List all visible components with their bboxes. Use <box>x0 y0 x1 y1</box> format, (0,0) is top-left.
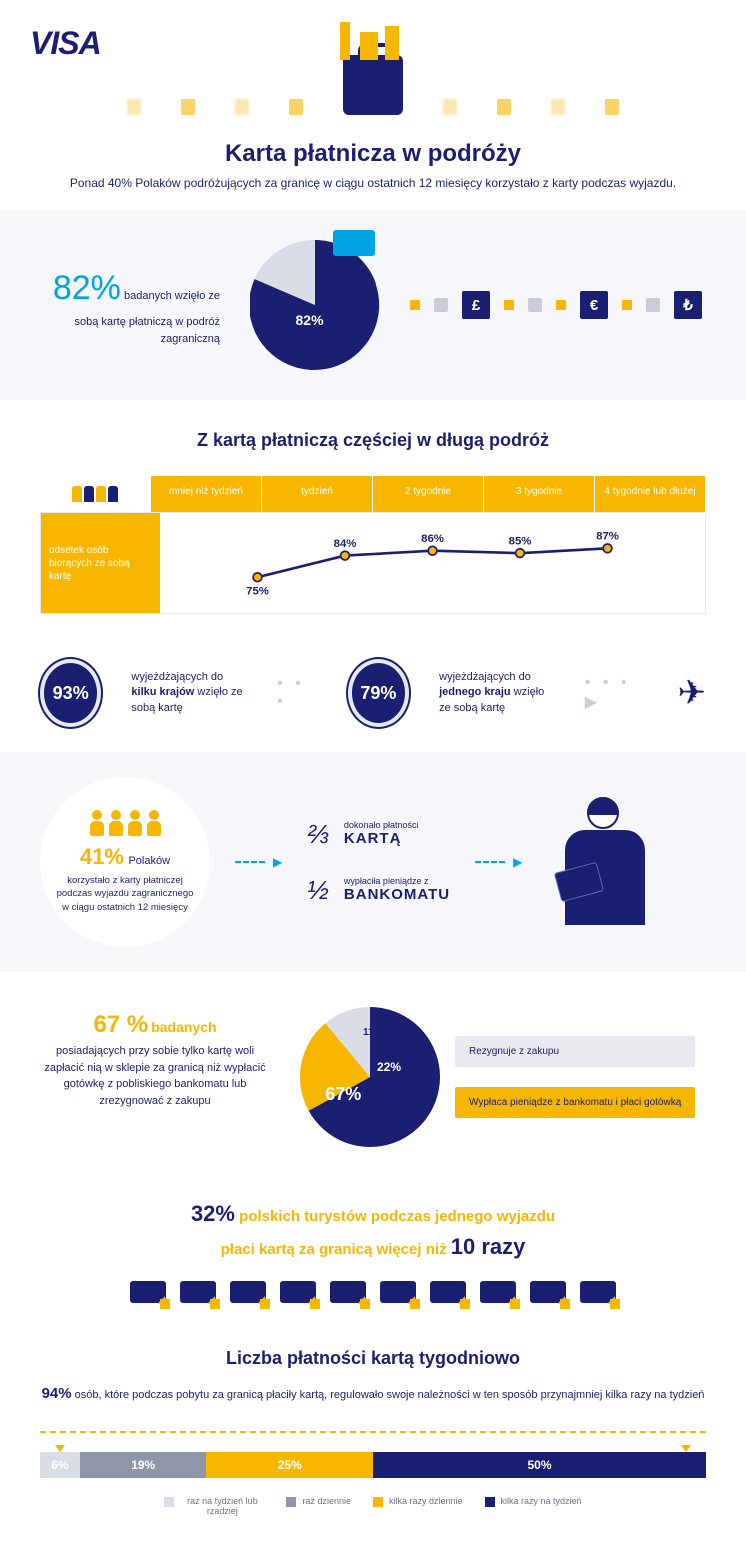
dots-icon: • • • ▶ <box>585 674 648 712</box>
pie-chart-1: 82% <box>250 240 380 370</box>
card-icon <box>330 1281 366 1303</box>
stat-text: wyjeżdżających do kilku krajów wzięło ze… <box>131 670 247 716</box>
col-header: tydzień <box>262 476 373 512</box>
fraction-stats: ⅔ dokonało płatnościKARTĄ ½ wypłaciła pi… <box>307 819 450 906</box>
svg-text:84%: 84% <box>334 538 357 550</box>
page-subtitle: Ponad 40% Polaków podróżujących za grani… <box>0 168 746 210</box>
legend-item: raz dziennie <box>286 1496 351 1518</box>
euro-icon: € <box>580 291 608 319</box>
col-header: 3 tygodnie <box>484 476 595 512</box>
svg-text:86%: 86% <box>421 533 444 545</box>
man-illustration <box>547 792 657 932</box>
stat-circle: 79% <box>348 659 409 727</box>
stat-percent: 67 % <box>93 1011 148 1038</box>
card-icon <box>480 1281 516 1303</box>
line-chart: mniej niż tydzień tydzień 2 tygodnie 3 t… <box>40 476 706 614</box>
svg-text:75%: 75% <box>246 586 269 598</box>
section-trip-length: Z kartą płatniczą częściej w długą podró… <box>0 400 746 634</box>
hero-illustration <box>0 25 746 115</box>
y-axis-label: odsetek osób biorących ze sobą kartę <box>41 513 160 613</box>
stat-times: 10 razy <box>451 1234 526 1259</box>
card-icon <box>430 1281 466 1303</box>
legend-item: kilka razy na tydzień <box>485 1496 582 1518</box>
legend-item: raz na tydzień lub rzadziej <box>164 1496 264 1518</box>
bar-segment: 25% <box>206 1452 373 1478</box>
card-icon <box>130 1281 166 1303</box>
stat-text: wyjeżdżających do jednego kraju wzięło z… <box>439 670 555 716</box>
card-icon <box>333 230 375 256</box>
section-title: Z kartą płatniczą częściej w długą podró… <box>40 430 706 451</box>
multi-country-stats: 93% wyjeżdżających do kilku krajów wzięł… <box>0 634 746 752</box>
svg-text:87%: 87% <box>596 531 619 543</box>
stat-text: 82% badanych wzięło ze sobą kartę płatni… <box>40 263 220 347</box>
bar-segment: 50% <box>373 1452 706 1478</box>
stat-percent: 82% <box>53 269 121 307</box>
hero-section: VISA Karta płatnicza w podróży Ponad 40%… <box>0 0 746 210</box>
bar-segment: 19% <box>80 1452 207 1478</box>
card-icons-row <box>40 1281 706 1303</box>
stat-text: korzystało z karty płatniczej podczas wy… <box>55 874 195 914</box>
bar-segment: 6% <box>40 1452 80 1478</box>
pie-label: 82% <box>296 312 324 328</box>
bar-legend: raz na tydzień lub rzadziej raz dziennie k… <box>40 1496 706 1518</box>
people-icons <box>40 476 151 512</box>
col-header: 2 tygodnie <box>373 476 484 512</box>
col-header: 4 tygodnie lub dłużej <box>595 476 706 512</box>
card-icon <box>580 1281 616 1303</box>
card-icon <box>180 1281 216 1303</box>
stat-percent: 94% <box>42 1385 72 1402</box>
currency-icons: £ € ₺ <box>410 291 706 319</box>
plane-icon: ✈ <box>677 673 706 713</box>
fraction-value: ½ <box>307 875 329 906</box>
stat-circle: 93% <box>40 659 101 727</box>
card-icon <box>530 1281 566 1303</box>
section-times: 32% polskich turystów podczas jednego wy… <box>0 1182 746 1318</box>
col-header: mniej niż tydzień <box>151 476 262 512</box>
section-took-card: 82% badanych wzięło ze sobą kartę płatni… <box>0 210 746 400</box>
card-icon <box>230 1281 266 1303</box>
card-icon <box>380 1281 416 1303</box>
people-icons <box>89 810 162 836</box>
stat-circle-big: 41% Polaków korzystało z karty płatnicze… <box>40 777 210 947</box>
section-preference: 67 % badanych posiadających przy sobie t… <box>0 972 746 1182</box>
lira-icon: ₺ <box>674 291 702 319</box>
stacked-bar: 6%19%25%50% <box>40 1452 706 1478</box>
stat-text: posiadających przy sobie tylko kartę wol… <box>40 1043 270 1109</box>
pound-icon: £ <box>462 291 490 319</box>
stat-percent: 32% <box>191 1201 235 1226</box>
legend-item: Rezygnuje z zakupu <box>455 1036 695 1067</box>
section-title: Liczba płatności kartą tygodniowo <box>40 1348 706 1369</box>
fraction-value: ⅔ <box>307 819 329 850</box>
stat-percent: 41% <box>80 844 124 869</box>
legend-item: kilka razy dziennie <box>373 1496 463 1518</box>
section-weekly: Liczba płatności kartą tygodniowo 94% os… <box>0 1318 746 1557</box>
pie-chart-2: 67% 22% 11% <box>300 1007 440 1147</box>
svg-text:85%: 85% <box>509 535 532 547</box>
dots-icon: • • • <box>277 675 318 711</box>
section-usage: 41% Polaków korzystało z karty płatnicze… <box>0 752 746 972</box>
card-icon <box>280 1281 316 1303</box>
legend-item: Wypłaca pieniądze z bankomatu i płaci go… <box>455 1087 695 1118</box>
